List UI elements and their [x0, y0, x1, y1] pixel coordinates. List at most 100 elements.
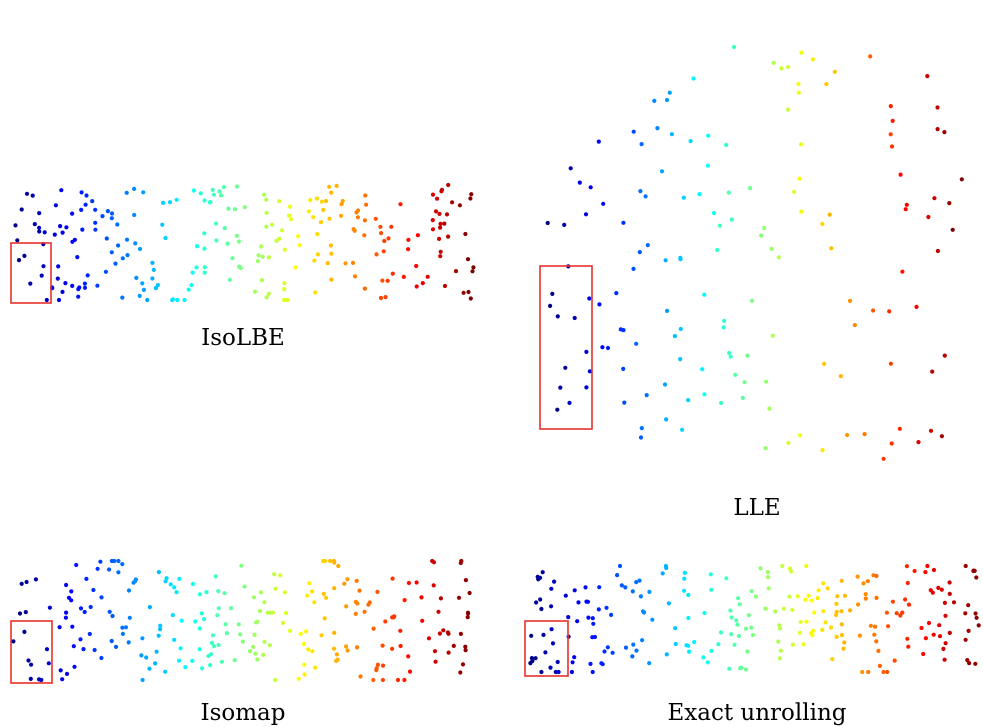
scatter-point: [116, 243, 121, 248]
scatter-point: [329, 251, 334, 256]
scatter-point: [788, 566, 793, 571]
scatter-point: [847, 298, 853, 303]
scatter-point: [638, 189, 643, 194]
scatter-point: [545, 220, 550, 226]
scatter-point: [888, 132, 893, 137]
scatter-point: [158, 623, 163, 628]
scatter-point: [804, 563, 809, 569]
scatter-point: [584, 599, 589, 604]
scatter-point: [597, 585, 602, 590]
scatter-point: [972, 568, 977, 574]
scatter-point: [74, 562, 79, 568]
scatter-point: [778, 626, 783, 631]
scatter-point: [549, 627, 554, 632]
scatter-point: [596, 607, 601, 612]
scatter-point: [583, 585, 588, 590]
scatter-point: [630, 589, 635, 594]
scatter-point: [225, 241, 230, 246]
scatter-point: [769, 246, 774, 251]
scatter-point: [345, 648, 350, 653]
scatter-point: [70, 283, 75, 288]
scatter-point: [64, 582, 69, 588]
scatter-point: [297, 243, 302, 248]
scatter-point: [319, 633, 324, 638]
scatter-point: [841, 646, 846, 651]
scatter-point: [780, 563, 785, 569]
scatter-point: [555, 314, 560, 319]
scatter-point: [307, 581, 312, 586]
scatter-point: [584, 385, 589, 390]
scatter-point: [711, 210, 717, 216]
scatter-point: [734, 618, 739, 623]
scatter-point: [266, 255, 272, 260]
scatter-point: [78, 606, 84, 611]
scatter-point: [584, 349, 589, 354]
scatter-point: [425, 274, 430, 279]
scatter-point: [221, 185, 227, 190]
scatter-point: [453, 269, 459, 274]
scatter-point: [92, 647, 97, 653]
scatter-point: [364, 202, 369, 207]
scatter-point: [197, 647, 202, 652]
scatter-point: [737, 602, 742, 607]
scatter-point: [860, 669, 865, 675]
scatter-point: [937, 634, 943, 639]
scatter-point: [342, 581, 347, 586]
scatter-point: [792, 189, 797, 194]
scatter-point: [145, 297, 150, 303]
scatter-point: [30, 193, 35, 198]
scatter-point: [709, 587, 714, 592]
scatter-point: [355, 208, 361, 213]
scatter-point: [202, 617, 207, 622]
scatter-point: [264, 197, 269, 202]
scatter-point: [614, 291, 619, 296]
lle-points: [545, 44, 964, 461]
scatter-point: [213, 574, 218, 579]
scatter-point: [60, 230, 65, 235]
scatter-point: [93, 207, 98, 212]
scatter-point: [442, 283, 448, 289]
scatter-point: [357, 588, 362, 593]
scatter-point: [175, 297, 180, 303]
scatter-point: [798, 619, 803, 625]
scatter-point: [240, 639, 245, 644]
scatter-point: [308, 198, 313, 203]
scatter-point: [692, 639, 697, 645]
scatter-point: [460, 662, 466, 667]
scatter-point: [402, 598, 407, 603]
scatter-point: [824, 82, 829, 87]
scatter-point: [264, 224, 269, 229]
scatter-point: [120, 256, 125, 261]
scatter-point: [446, 650, 451, 655]
scatter-point: [829, 246, 834, 251]
scatter-point: [886, 624, 891, 629]
scatter-point: [705, 163, 711, 168]
scatter-point: [305, 593, 310, 598]
scatter-point: [282, 297, 287, 303]
scatter-point: [371, 626, 376, 631]
scatter-point: [974, 575, 979, 580]
scatter-point: [207, 200, 212, 205]
scatter-point: [888, 361, 894, 366]
scatter-point: [179, 618, 184, 623]
scatter-point: [809, 631, 814, 636]
scatter-point: [845, 432, 850, 438]
scatter-point: [310, 589, 315, 594]
scatter-point: [216, 642, 221, 648]
scatter-point: [906, 644, 911, 649]
scatter-point: [332, 586, 337, 591]
scatter-point: [252, 632, 257, 638]
scatter-point: [623, 585, 628, 590]
scatter-point: [282, 247, 287, 252]
scatter-point: [90, 199, 95, 204]
scatter-point: [214, 238, 219, 243]
scatter-point: [16, 258, 22, 263]
scatter-point: [631, 266, 636, 271]
scatter-point: [202, 246, 207, 251]
scatter-point: [237, 264, 242, 269]
scatter-point: [898, 613, 903, 618]
scatter-point: [26, 658, 31, 663]
scatter-point: [332, 630, 337, 636]
scatter-point: [69, 589, 74, 594]
scatter-point: [120, 562, 125, 567]
